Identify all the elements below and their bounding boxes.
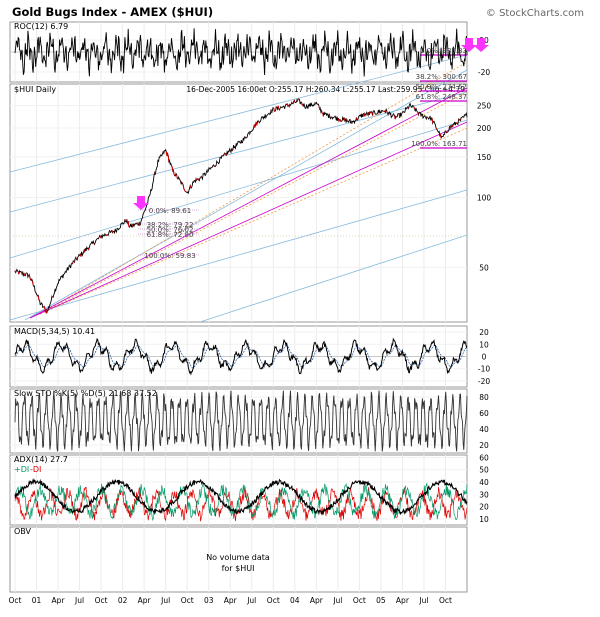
x-tick-label: Apr <box>396 596 410 605</box>
price-y-tick: 50 <box>479 263 489 272</box>
x-tick-label: 04 <box>290 596 300 605</box>
price-panel-frame <box>9 83 468 323</box>
x-tick-label: Oct <box>439 596 452 605</box>
price-line <box>14 98 468 314</box>
x-tick-label: Apr <box>52 596 66 605</box>
second-fib-label: 0.0%: 385.33 <box>420 47 467 55</box>
minus-di-legend: -DI <box>30 465 41 474</box>
sto-y-tick: 80 <box>479 393 489 402</box>
x-tick-label: Jul <box>74 596 84 605</box>
sto-y-tick: 60 <box>479 409 489 418</box>
adx-line <box>14 477 468 516</box>
x-tick-label: 05 <box>376 596 386 605</box>
arrow-2005a-icon <box>461 38 477 52</box>
macd-label: MACD(5,34,5) 10.41 <box>14 327 95 336</box>
x-tick-label: Oct <box>267 596 280 605</box>
price-info: 16-Dec-2005 16:00et O:255.17 H:260.34 L:… <box>186 85 465 94</box>
macd-y-tick: 20 <box>479 328 489 337</box>
roc-y-tick: -20 <box>478 68 490 77</box>
roc-line <box>14 28 468 77</box>
first-fib-label: 50.0%: 76.02 <box>147 226 194 234</box>
plus-di-legend: +DI <box>14 465 29 474</box>
first-fib-label: 38.2%: 79.22 <box>147 221 194 229</box>
second-fib-label: 100.0%: 163.71 <box>411 140 467 148</box>
obv-note-line2: for $HUI <box>222 564 255 573</box>
roc-label: ROC(12) 6.79 <box>14 22 68 31</box>
channel-line-upper-2 <box>9 91 468 213</box>
fan-line-1 <box>39 61 468 315</box>
adx-y-tick: 50 <box>479 466 489 475</box>
x-tick-label: Oct <box>181 596 194 605</box>
price-label: $HUI Daily <box>14 85 56 94</box>
second-fib-label: 50.0%: 274.52 <box>416 83 467 91</box>
obv-label: OBV <box>14 527 32 536</box>
first-fib-label: 61.8%: 72.80 <box>147 231 194 239</box>
price-y-tick: 250 <box>477 102 492 111</box>
adx-y-tick: 40 <box>479 478 489 487</box>
x-tick-label: Oct <box>353 596 366 605</box>
second-fib-label: 61.8%: 248.37 <box>416 93 467 101</box>
arrow-2005b-icon <box>473 38 489 52</box>
adx-y-tick: 10 <box>479 515 489 524</box>
macd-y-tick: 0 <box>482 353 487 362</box>
x-tick-label: Oct <box>9 596 22 605</box>
x-tick-label: Apr <box>310 596 324 605</box>
channel-line-lower <box>9 189 468 321</box>
plus-di-line <box>14 482 468 522</box>
x-tick-label: Apr <box>138 596 152 605</box>
fan-line-2 <box>39 91 468 315</box>
price-y-tick: 100 <box>477 194 492 203</box>
x-tick-label: Jul <box>332 596 342 605</box>
price-y-tick: 200 <box>477 124 492 133</box>
macd-line <box>14 337 468 376</box>
adx-y-tick: 30 <box>479 490 489 499</box>
stochastic-line <box>14 390 468 452</box>
first-fib-label: 100.0%: 59.83 <box>144 252 195 260</box>
sto-y-tick: 20 <box>479 441 489 450</box>
adx-y-tick: 20 <box>479 503 489 512</box>
chart-title: Gold Bugs Index - AMEX ($HUI) <box>12 5 213 19</box>
macd-y-tick: 10 <box>479 340 489 349</box>
channel-line-upper <box>9 54 468 173</box>
channel-line-mid <box>9 119 468 259</box>
x-tick-label: Oct <box>95 596 108 605</box>
adx-label: ADX(14) 27.7 <box>14 455 68 464</box>
price-down-segments <box>14 98 461 314</box>
fan-line-3 <box>39 127 468 315</box>
first-fib-label: 0.0%: 89.61 <box>149 207 191 215</box>
arrow-2002-icon <box>133 196 149 210</box>
obv-note-line1: No volume data <box>206 553 270 562</box>
x-tick-label: Jul <box>160 596 170 605</box>
macd-signal-line <box>14 344 468 369</box>
x-tick-label: Jul <box>418 596 428 605</box>
sto-y-tick: 40 <box>479 425 489 434</box>
x-tick-label: Apr <box>224 596 238 605</box>
price-y-tick: 150 <box>477 153 492 162</box>
channel-line-base <box>199 234 468 323</box>
x-tick-label: 03 <box>204 596 214 605</box>
sto-label: Slow STO %K(5) %D(5) 21.68 37.52 <box>14 389 157 398</box>
adx-y-tick: 60 <box>479 453 489 462</box>
x-tick-label: 02 <box>118 596 128 605</box>
credit-text: © StockCharts.com <box>486 8 584 19</box>
channel-line-steep <box>24 69 468 321</box>
x-tick-label: 01 <box>32 596 42 605</box>
macd-y-tick: -10 <box>478 365 490 374</box>
x-tick-label: Jul <box>246 596 256 605</box>
second-fib-label: 38.2%: 300.67 <box>416 73 467 81</box>
macd-y-tick: -20 <box>478 377 490 386</box>
trendline-lower <box>29 121 468 319</box>
trendline-upper <box>29 87 468 319</box>
obv-panel-frame <box>9 526 468 593</box>
